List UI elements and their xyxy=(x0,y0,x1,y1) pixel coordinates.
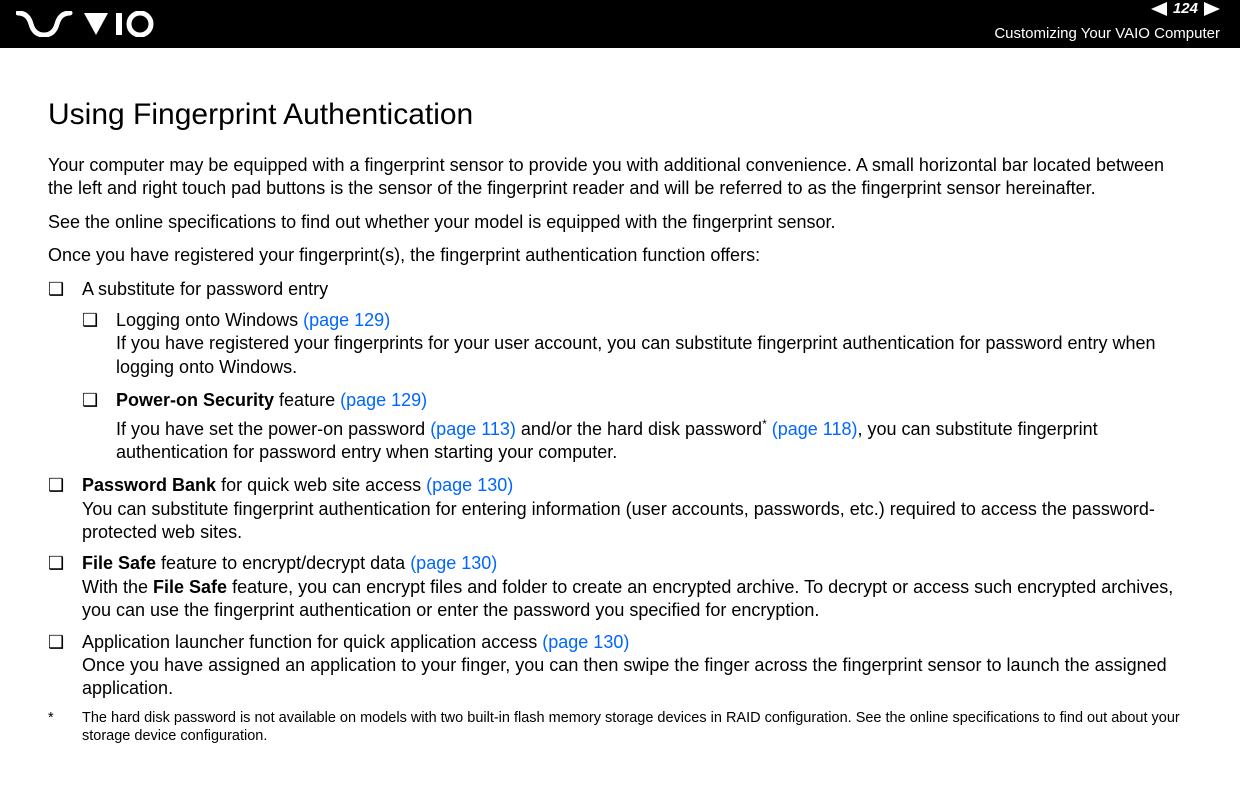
footnote-mark: * xyxy=(48,709,54,727)
page-header: 124 Customizing Your VAIO Computer xyxy=(0,0,1240,48)
text: With the xyxy=(82,577,153,597)
nav-prev-icon[interactable] xyxy=(1151,2,1167,16)
footnote: * The hard disk password is not availabl… xyxy=(48,709,1192,745)
page-number: 124 xyxy=(1173,0,1198,17)
bullet-sublist: Logging onto Windows (page 129) If you h… xyxy=(82,309,1192,464)
text: If you have set the power-on password xyxy=(116,419,430,439)
list-item-body: If you have set the power-on password (p… xyxy=(116,417,1192,465)
list-item-text: A substitute for password entry xyxy=(82,279,328,299)
paragraph: See the online specifications to find ou… xyxy=(48,211,1192,234)
page-link[interactable]: (page 130) xyxy=(410,553,497,573)
text-bold: Password Bank xyxy=(82,475,216,495)
text: and/or the hard disk password xyxy=(516,419,762,439)
nav-next-icon[interactable] xyxy=(1204,2,1220,16)
text-bold: File Safe xyxy=(82,553,156,573)
vaio-logo xyxy=(16,11,156,37)
page-link[interactable]: (page 113) xyxy=(430,419,516,439)
page-link[interactable]: (page 130) xyxy=(542,632,629,652)
list-item: Logging onto Windows (page 129) If you h… xyxy=(82,309,1192,379)
text: feature, you can encrypt files and folde… xyxy=(82,577,1173,620)
paragraph: Once you have registered your fingerprin… xyxy=(48,244,1192,267)
text: for quick web site access xyxy=(216,475,426,495)
text: feature to encrypt/decrypt data xyxy=(156,553,410,573)
list-item-body: If you have registered your fingerprints… xyxy=(116,332,1192,379)
text-bold: Power-on Security xyxy=(116,390,274,410)
footnote-text: The hard disk password is not available … xyxy=(82,710,1180,744)
paragraph: Your computer may be equipped with a fin… xyxy=(48,154,1192,201)
page-nav: 124 xyxy=(1151,0,1220,17)
list-item: Power-on Security feature (page 129) If … xyxy=(82,389,1192,464)
list-item-body: Once you have assigned an application to… xyxy=(82,654,1192,701)
page-content: Using Fingerprint Authentication Your co… xyxy=(0,48,1240,765)
list-item-body: With the File Safe feature, you can encr… xyxy=(82,576,1192,623)
page-link[interactable]: (page 130) xyxy=(426,475,513,495)
list-item: A substitute for password entry Logging … xyxy=(48,278,1192,465)
list-item: File Safe feature to encrypt/decrypt dat… xyxy=(48,552,1192,622)
list-item: Application launcher function for quick … xyxy=(48,631,1192,701)
list-item-body: You can substitute fingerprint authentic… xyxy=(82,498,1192,545)
header-right: 124 Customizing Your VAIO Computer xyxy=(994,7,1220,42)
page-link[interactable]: (page 129) xyxy=(303,310,390,330)
text-bold: File Safe xyxy=(153,577,227,597)
text: Application launcher function for quick … xyxy=(82,632,542,652)
page-link[interactable]: (page 118) xyxy=(772,419,858,439)
section-title: Customizing Your VAIO Computer xyxy=(994,25,1220,42)
bullet-list: A substitute for password entry Logging … xyxy=(48,278,1192,701)
page-link[interactable]: (page 129) xyxy=(340,390,427,410)
text: Logging onto Windows xyxy=(116,310,303,330)
page-title: Using Fingerprint Authentication xyxy=(48,98,1192,132)
text: feature xyxy=(274,390,340,410)
list-item: Password Bank for quick web site access … xyxy=(48,474,1192,544)
